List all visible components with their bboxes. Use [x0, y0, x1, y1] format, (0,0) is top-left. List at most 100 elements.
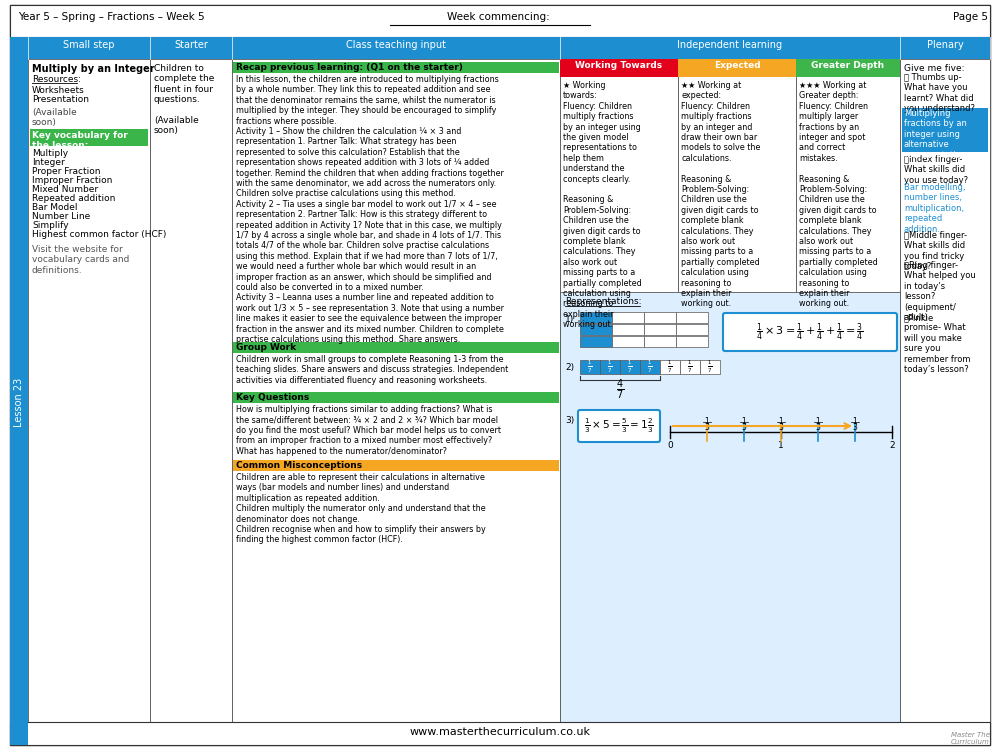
- Text: Independent learning: Independent learning: [677, 40, 783, 50]
- Text: Recap previous learning: (Q1 on the starter): Recap previous learning: (Q1 on the star…: [236, 63, 463, 72]
- Bar: [644, 336, 676, 347]
- Text: 1: 1: [853, 417, 857, 426]
- Text: 1: 1: [816, 417, 820, 426]
- Text: 3): 3): [565, 416, 574, 425]
- Text: $\frac{1}{7}$: $\frac{1}{7}$: [607, 359, 613, 375]
- Text: $\frac{1}{4}\times3=\frac{1}{4}+\frac{1}{4}+\frac{1}{4}=\frac{3}{4}$: $\frac{1}{4}\times3=\frac{1}{4}+\frac{1}…: [756, 321, 864, 343]
- Text: $\frac{1}{7}$: $\frac{1}{7}$: [707, 359, 713, 375]
- Bar: [612, 336, 644, 347]
- Text: Working Towards: Working Towards: [575, 61, 663, 70]
- Bar: [640, 360, 660, 374]
- Text: 3: 3: [705, 423, 709, 432]
- Text: Expected: Expected: [714, 61, 760, 70]
- Text: 3: 3: [742, 423, 746, 432]
- Bar: [233, 460, 559, 471]
- Text: 3: 3: [853, 423, 857, 432]
- Text: $\frac{1}{7}$: $\frac{1}{7}$: [667, 359, 673, 375]
- Bar: [902, 108, 988, 152]
- Bar: [678, 59, 796, 745]
- Text: Week commencing:: Week commencing:: [447, 12, 553, 22]
- Bar: [232, 37, 560, 59]
- Text: 3: 3: [779, 423, 783, 432]
- Bar: [10, 37, 28, 59]
- Bar: [580, 324, 612, 335]
- Text: $\frac{1}{3}\times5=\frac{5}{3}=1\frac{2}{3}$: $\frac{1}{3}\times5=\frac{5}{3}=1\frac{2…: [584, 417, 654, 435]
- Text: ★★★ Working at
Greater depth:
Fluency: Children
multiply larger
fractions by an
: ★★★ Working at Greater depth: Fluency: C…: [799, 81, 878, 308]
- Bar: [580, 360, 600, 374]
- Bar: [700, 360, 720, 374]
- Bar: [10, 5, 990, 37]
- Text: Worksheets: Worksheets: [32, 86, 85, 95]
- Bar: [232, 59, 560, 745]
- Text: Plenary: Plenary: [927, 40, 963, 50]
- Text: Page 5: Page 5: [953, 12, 988, 22]
- Text: Master The
Curriculum: Master The Curriculum: [951, 732, 990, 745]
- Text: 3: 3: [816, 423, 820, 432]
- Bar: [580, 312, 612, 323]
- Text: Common Misconceptions: Common Misconceptions: [236, 461, 362, 470]
- FancyBboxPatch shape: [723, 313, 897, 351]
- Text: Presentation: Presentation: [32, 95, 89, 104]
- Text: Repeated addition: Repeated addition: [32, 194, 115, 203]
- Text: Bar modelling,
number lines,
multiplication,
repeated
addition.: Bar modelling, number lines, multiplicat…: [904, 183, 966, 233]
- Text: 0: 0: [667, 441, 673, 450]
- Text: 2): 2): [565, 363, 574, 372]
- Bar: [580, 336, 612, 347]
- Text: Mixed Number: Mixed Number: [32, 185, 98, 194]
- Text: Key vocabulary for
the lesson:: Key vocabulary for the lesson:: [32, 131, 128, 151]
- Bar: [150, 37, 232, 59]
- Bar: [796, 59, 900, 745]
- Bar: [644, 312, 676, 323]
- Text: Children work in small groups to complete Reasoning 1-3 from the
teaching slides: Children work in small groups to complet…: [236, 355, 508, 385]
- Text: Integer: Integer: [32, 158, 65, 167]
- Text: Improper Fraction: Improper Fraction: [32, 176, 112, 185]
- Bar: [612, 324, 644, 335]
- Text: Class teaching input: Class teaching input: [346, 40, 446, 50]
- Bar: [676, 312, 708, 323]
- Bar: [233, 62, 559, 73]
- Bar: [612, 312, 644, 323]
- Text: Year 5 – Spring – Fractions – Week 5: Year 5 – Spring – Fractions – Week 5: [18, 12, 205, 22]
- Bar: [233, 392, 559, 403]
- Text: Number Line: Number Line: [32, 212, 90, 221]
- Bar: [30, 129, 148, 146]
- Text: 1): 1): [565, 315, 574, 324]
- Text: $\frac{1}{7}$: $\frac{1}{7}$: [647, 359, 653, 375]
- Text: Lesson 23: Lesson 23: [14, 377, 24, 427]
- Text: Bar Model: Bar Model: [32, 203, 78, 212]
- Text: Representations:: Representations:: [565, 297, 642, 306]
- Text: ★★ Working at
expected:
Fluency: Children
multiply fractions
by an integer and
d: ★★ Working at expected: Fluency: Childre…: [681, 81, 760, 308]
- Text: Group Work: Group Work: [236, 343, 296, 352]
- Text: 🖕Middle finger-
What skills did
you find tricky
today?: 🖕Middle finger- What skills did you find…: [904, 231, 967, 272]
- Bar: [900, 37, 990, 59]
- Text: Multiply by an Integer: Multiply by an Integer: [32, 64, 155, 74]
- Text: Simplify: Simplify: [32, 221, 69, 230]
- Text: Resources:: Resources:: [32, 75, 81, 84]
- Text: Greater Depth: Greater Depth: [811, 61, 885, 70]
- Text: Give me five:: Give me five:: [904, 64, 964, 73]
- Text: In this lesson, the children are introduced to multiplying fractions
by a whole : In this lesson, the children are introdu…: [236, 75, 504, 344]
- Bar: [28, 37, 150, 59]
- Bar: [644, 324, 676, 335]
- Text: How is multiplying fractions similar to adding fractions? What is
the same/diffe: How is multiplying fractions similar to …: [236, 405, 501, 455]
- Bar: [560, 59, 678, 745]
- Text: Children are able to represent their calculations in alternative
ways (bar model: Children are able to represent their cal…: [236, 473, 486, 544]
- Text: 👆Index finger-
What skills did
you use today?: 👆Index finger- What skills did you use t…: [904, 155, 968, 184]
- Bar: [10, 59, 28, 745]
- Bar: [660, 360, 680, 374]
- Text: $\frac{1}{7}$: $\frac{1}{7}$: [627, 359, 633, 375]
- FancyBboxPatch shape: [578, 410, 660, 442]
- Text: $\frac{1}{7}$: $\frac{1}{7}$: [587, 359, 593, 375]
- Text: 1: 1: [778, 441, 784, 450]
- Text: 💍Ring finger-
What helped you
in today’s
lesson?
(equipment/
adult): 💍Ring finger- What helped you in today’s…: [904, 261, 976, 322]
- Text: Children to
complete the
fluent in four
questions.

(Available
soon): Children to complete the fluent in four …: [154, 64, 214, 136]
- Bar: [680, 360, 700, 374]
- Text: www.masterthecurriculum.co.uk: www.masterthecurriculum.co.uk: [410, 727, 590, 737]
- Bar: [678, 59, 796, 77]
- Text: Key Questions: Key Questions: [236, 393, 309, 402]
- Text: 👌Pinkie
promise- What
will you make
sure you
remember from
today’s lesson?: 👌Pinkie promise- What will you make sure…: [904, 313, 970, 374]
- Bar: [620, 360, 640, 374]
- Text: 1: 1: [705, 417, 709, 426]
- Bar: [10, 722, 990, 745]
- Text: Multiplying
fractions by an
integer using
alternative
representations.: Multiplying fractions by an integer usin…: [904, 109, 973, 160]
